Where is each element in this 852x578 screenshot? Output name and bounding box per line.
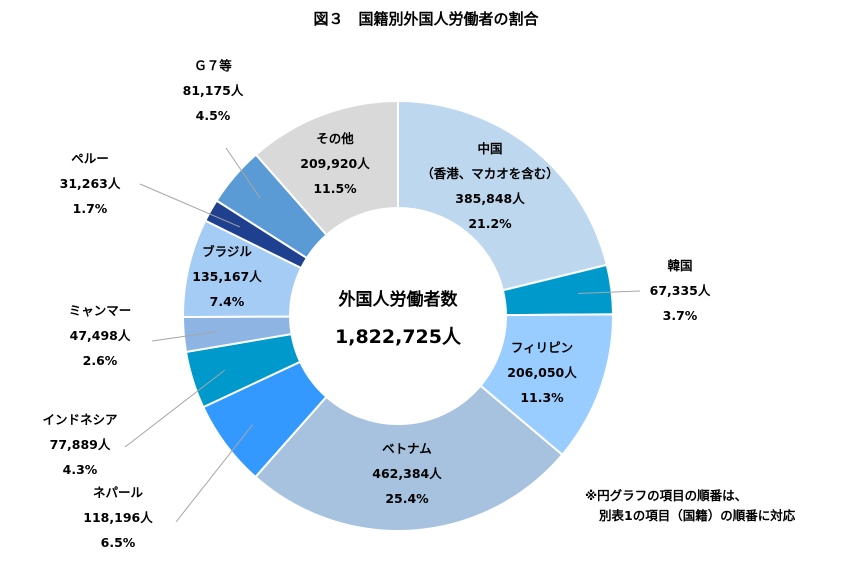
slice-label-percent: 4.3%: [63, 462, 98, 477]
slice-label-percent: 2.6%: [83, 353, 118, 368]
slice-label-percent: 11.5%: [313, 181, 357, 196]
slice-label-3: フィリピン 206,050人 11.3%: [507, 340, 577, 405]
leader-lines: [124, 147, 641, 523]
slice-label-subname: （香港、マカオを含む）: [421, 166, 559, 181]
slice-label-percent: 11.3%: [520, 390, 564, 405]
slice-label-7: ミャンマー 47,498人 2.6%: [69, 303, 132, 368]
slice-label-9: ペルー 31,263人 1.7%: [60, 151, 121, 216]
slice-label-name: Ｇ７等: [194, 58, 232, 73]
slice-label-4: ベトナム 462,384人 25.4%: [372, 441, 442, 506]
chart-note: ※円グラフの項目の順番は、 別表1の項目（国籍）の順番に対応: [585, 486, 795, 526]
leader-line-5: [175, 424, 254, 523]
slice-label-10: Ｇ７等 81,175人 4.5%: [183, 58, 244, 123]
slice-label-count: 77,889人: [50, 437, 111, 452]
slice-label-percent: 1.7%: [73, 201, 108, 216]
slice-label-name: 韓国: [667, 258, 692, 273]
slice-label-count: 31,263人: [60, 176, 121, 191]
slice-label-percent: 6.5%: [101, 535, 136, 550]
slice-label-percent: 25.4%: [385, 491, 429, 506]
slices: [181, 99, 615, 532]
slice-label-count: 67,335人: [650, 283, 711, 298]
slice-label-count: 209,920人: [300, 156, 370, 171]
slice-label-count: 206,050人: [507, 365, 577, 380]
slice-label-name: 中国: [477, 141, 502, 156]
slice-label-percent: 21.2%: [468, 216, 512, 231]
slice-4: [254, 384, 564, 532]
slice-label-percent: 7.4%: [210, 294, 245, 309]
slice-label-11: その他 209,920人 11.5%: [300, 131, 370, 196]
note-line-2: 別表1の項目（国籍）の順番に対応: [599, 508, 796, 523]
slice-label-6: インドネシア 77,889人 4.3%: [42, 412, 117, 477]
center-value: 1,822,725人: [335, 326, 462, 348]
slice-label-name: ミャンマー: [69, 303, 132, 318]
leader-line-7: [151, 331, 218, 342]
slice-label-count: 462,384人: [372, 466, 442, 481]
center-label: 外国人労働者数: [339, 289, 459, 310]
slice-label-count: 118,196人: [83, 510, 153, 525]
slice-label-percent: 3.7%: [663, 308, 698, 323]
slice-label-name: その他: [316, 131, 354, 146]
leader-line-6: [124, 369, 226, 448]
leader-line-9: [139, 183, 241, 228]
slice-label-name: ネパール: [93, 485, 144, 500]
slice-label-name: インドネシア: [42, 412, 117, 427]
slice-label-name: ベトナム: [382, 441, 432, 456]
slice-label-8: ブラジル 135,167人 7.4%: [192, 244, 262, 309]
slice-label-5: ネパール 118,196人 6.5%: [83, 485, 153, 550]
slice-labels: 中国 （香港、マカオを含む） 385,848人 21.2% 韓国 67,335人 3.7% フ…: [42, 58, 710, 550]
slice-label-percent: 4.5%: [196, 108, 231, 123]
slice-label-count: 81,175人: [183, 83, 244, 98]
leader-line-2: [578, 290, 641, 295]
slice-label-count: 47,498人: [70, 328, 131, 343]
slice-1: [397, 99, 609, 292]
chart-title: 図３ 国籍別外国人労働者の割合: [313, 10, 539, 28]
leader-line-10: [225, 147, 261, 199]
note-line-1: ※円グラフの項目の順番は、: [585, 488, 748, 503]
slice-label-1: 中国 （香港、マカオを含む） 385,848人 21.2%: [421, 141, 559, 231]
slice-11: [254, 99, 399, 237]
slice-label-count: 385,848人: [455, 191, 525, 206]
slice-label-count: 135,167人: [192, 269, 262, 284]
slice-label-name: フィリピン: [511, 340, 573, 355]
slice-label-name: ペルー: [71, 151, 109, 166]
slice-label-name: ブラジル: [202, 244, 252, 259]
slice-label-2: 韓国 67,335人 3.7%: [650, 258, 711, 323]
